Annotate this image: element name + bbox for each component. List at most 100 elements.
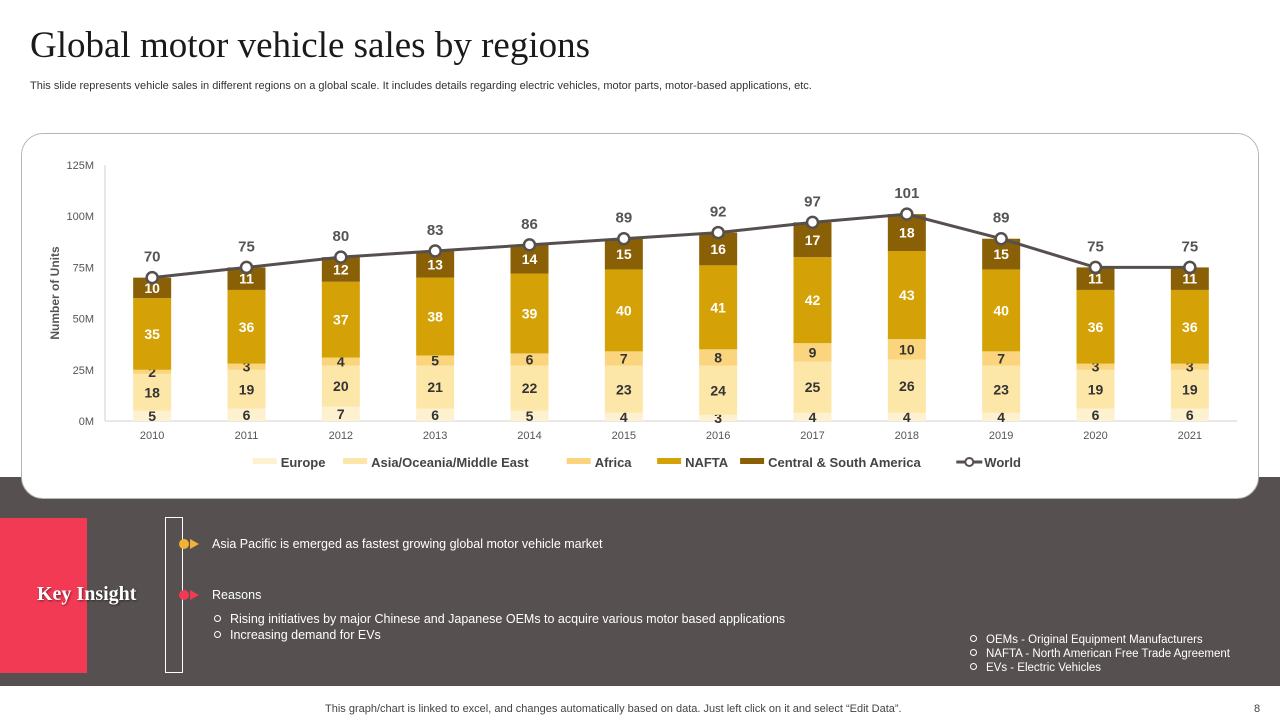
x-tick-label: 2012 [329, 430, 353, 442]
data-label: 36 [1088, 319, 1104, 335]
data-label: 2 [148, 364, 156, 380]
x-tick-label: 2021 [1178, 430, 1202, 442]
data-label: 8 [714, 350, 722, 366]
bullet-marker-red-icon [179, 589, 201, 601]
legend-swatch [657, 458, 682, 464]
legend-label: Central & South America [768, 455, 921, 470]
data-label: 16 [710, 241, 726, 257]
data-label: 4 [903, 409, 911, 425]
data-label: 23 [993, 381, 1009, 397]
bar-segment [887, 359, 926, 413]
data-label: 6 [431, 407, 439, 423]
bar-segment [699, 365, 738, 415]
world-value-label: 89 [993, 210, 1010, 227]
y-tick-label: 100M [66, 211, 94, 223]
data-label: 42 [805, 292, 821, 308]
bar-segment [510, 273, 549, 354]
x-tick-label: 2013 [423, 430, 447, 442]
data-label: 4 [809, 409, 817, 425]
x-tick-label: 2018 [895, 430, 919, 442]
bar-segment [982, 269, 1021, 352]
y-tick-label: 125M [66, 160, 94, 172]
world-value-label: 80 [332, 228, 349, 245]
world-point [522, 238, 537, 252]
data-label: 5 [526, 408, 534, 424]
data-label: 26 [899, 378, 915, 394]
bar-segment [227, 408, 266, 421]
world-point [145, 270, 159, 285]
x-tick-label: 2011 [235, 430, 259, 442]
page-title: Global motor vehicle sales by regions [30, 25, 591, 66]
insight-point-2: Reasons [212, 588, 262, 602]
world-point [711, 225, 725, 240]
abbreviations-list: OEMs - Original Equipment Manufacturers … [970, 633, 1230, 675]
bar-segment [699, 349, 738, 366]
world-point [428, 244, 442, 258]
data-label: 10 [144, 280, 160, 296]
bar-segment [604, 269, 643, 352]
bar-segment [1170, 267, 1209, 290]
world-value-label: 75 [1181, 238, 1198, 255]
data-label: 36 [239, 319, 255, 335]
bar-segment [416, 408, 455, 421]
data-label: 18 [144, 384, 160, 400]
circle-bullet-icon [214, 615, 221, 622]
x-tick-label: 2017 [800, 430, 824, 442]
bar-segment [1170, 408, 1209, 421]
legend-swatch [740, 458, 765, 464]
bar-segment [133, 298, 172, 370]
reasons-list: Rising initiatives by major Chinese and … [214, 611, 785, 643]
bullet-marker-yellow-icon [179, 538, 201, 550]
data-label: 19 [239, 381, 255, 397]
bar-segment [1170, 369, 1209, 409]
bar-segment [510, 410, 549, 421]
data-label: 3 [243, 359, 251, 375]
x-tick-label: 2015 [612, 430, 636, 442]
insight-band [0, 477, 1280, 686]
data-label: 6 [243, 407, 251, 423]
circle-bullet-icon [214, 631, 221, 638]
data-label: 21 [427, 379, 443, 395]
key-insight-box [0, 518, 87, 673]
bar-segment [510, 365, 549, 411]
x-tick-label: 2016 [706, 430, 730, 442]
bar-segment [321, 281, 360, 358]
bar-segment [1076, 363, 1115, 370]
data-label: 9 [809, 344, 817, 360]
world-value-label: 75 [1087, 238, 1104, 255]
data-label: 25 [805, 379, 821, 395]
data-label: 6 [526, 352, 534, 368]
world-point [334, 250, 348, 264]
y-tick-label: 75M [73, 262, 94, 274]
data-label: 7 [997, 351, 1005, 367]
y-axis-label: Number of Units [48, 246, 62, 340]
bar-segment [321, 365, 360, 407]
y-tick-label: 50M [73, 314, 94, 326]
world-value-label: 83 [427, 222, 444, 239]
bar-segment [416, 277, 455, 356]
abbreviation-item: OEMs - Original Equipment Manufacturers [970, 633, 1230, 647]
data-label: 19 [1088, 381, 1104, 397]
data-label: 14 [522, 251, 538, 267]
bar-segment [1170, 289, 1209, 364]
bar-segment [887, 339, 926, 360]
world-point [617, 231, 631, 246]
data-label: 23 [616, 381, 632, 397]
data-label: 41 [710, 299, 726, 315]
data-label: 39 [522, 305, 538, 321]
y-tick-label: 25M [73, 365, 94, 377]
page-number: 8 [1254, 703, 1261, 715]
data-label: 12 [333, 261, 349, 277]
world-value-label: 89 [615, 210, 632, 227]
bar-segment [321, 357, 360, 366]
bar-segment [604, 365, 643, 413]
bar-segment [793, 257, 832, 344]
data-label: 18 [899, 225, 915, 241]
bar-segment [133, 410, 172, 421]
bar-segment [1076, 408, 1115, 421]
data-label: 4 [337, 354, 345, 370]
data-label: 10 [899, 341, 915, 357]
data-label: 40 [616, 302, 632, 318]
data-label: 24 [710, 382, 726, 398]
